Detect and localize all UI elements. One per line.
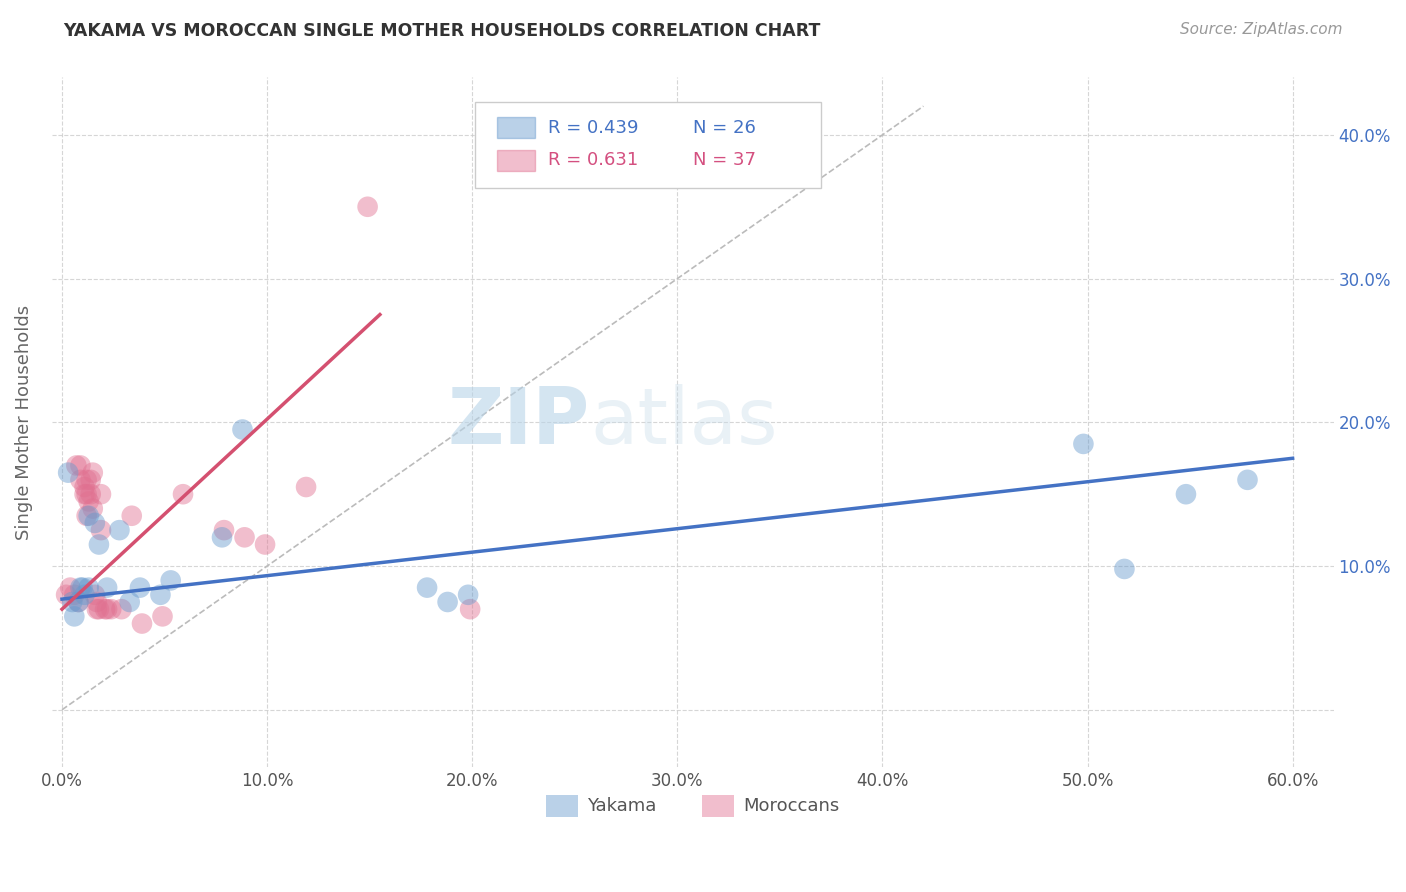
Point: [67, 595, 90, 609]
Point: [129, 581, 152, 595]
Point: [90, 523, 112, 537]
Point: [65, 458, 87, 473]
FancyBboxPatch shape: [496, 118, 536, 138]
Point: [118, 595, 141, 609]
Point: [60, 595, 83, 609]
Point: [131, 616, 153, 631]
Point: [73, 487, 96, 501]
Point: [436, 595, 458, 609]
Point: [212, 523, 235, 537]
Point: [86, 595, 108, 609]
Y-axis label: Single Mother Households: Single Mother Households: [15, 305, 32, 540]
Point: [96, 602, 118, 616]
Point: [211, 530, 233, 544]
Point: [172, 487, 194, 501]
Point: [100, 602, 122, 616]
Point: [231, 423, 253, 437]
Point: [1114, 562, 1136, 576]
Point: [82, 466, 104, 480]
Text: N = 37: N = 37: [693, 152, 755, 169]
Point: [80, 487, 103, 501]
Point: [83, 588, 105, 602]
Point: [86, 602, 108, 616]
Point: [73, 588, 96, 602]
Point: [295, 480, 318, 494]
Point: [149, 588, 172, 602]
Point: [67, 595, 90, 609]
Point: [73, 480, 96, 494]
Text: atlas: atlas: [591, 384, 778, 460]
Point: [96, 581, 118, 595]
Point: [458, 602, 481, 616]
Point: [59, 581, 82, 595]
Text: R = 0.439: R = 0.439: [548, 119, 638, 136]
Point: [63, 588, 86, 602]
Point: [87, 537, 110, 551]
Point: [69, 581, 91, 595]
Text: YAKAMA VS MOROCCAN SINGLE MOTHER HOUSEHOLDS CORRELATION CHART: YAKAMA VS MOROCCAN SINGLE MOTHER HOUSEHO…: [63, 22, 821, 40]
Point: [457, 588, 479, 602]
Point: [77, 494, 100, 508]
Point: [55, 588, 77, 602]
Legend: Yakama, Moroccans: Yakama, Moroccans: [538, 788, 846, 824]
Point: [416, 581, 439, 595]
Point: [87, 602, 110, 616]
Point: [108, 523, 131, 537]
Point: [72, 581, 94, 595]
Text: N = 26: N = 26: [693, 119, 755, 136]
Point: [82, 501, 104, 516]
Point: [233, 530, 256, 544]
Point: [80, 473, 103, 487]
Point: [69, 473, 91, 487]
Point: [76, 508, 98, 523]
Point: [77, 508, 100, 523]
Point: [1236, 473, 1258, 487]
Point: [1175, 487, 1198, 501]
Point: [159, 574, 181, 588]
FancyBboxPatch shape: [475, 102, 821, 188]
Point: [63, 609, 86, 624]
Point: [254, 537, 277, 551]
FancyBboxPatch shape: [496, 150, 536, 170]
Point: [76, 473, 98, 487]
Point: [152, 609, 174, 624]
Text: ZIP: ZIP: [449, 384, 591, 460]
Point: [94, 602, 117, 616]
Point: [83, 516, 105, 530]
Point: [69, 458, 91, 473]
Point: [356, 200, 378, 214]
Point: [121, 508, 143, 523]
Point: [110, 602, 132, 616]
Point: [77, 581, 100, 595]
Text: R = 0.631: R = 0.631: [548, 152, 638, 169]
Point: [90, 487, 112, 501]
Point: [1073, 437, 1095, 451]
Point: [76, 487, 98, 501]
Point: [56, 466, 79, 480]
Text: Source: ZipAtlas.com: Source: ZipAtlas.com: [1180, 22, 1343, 37]
